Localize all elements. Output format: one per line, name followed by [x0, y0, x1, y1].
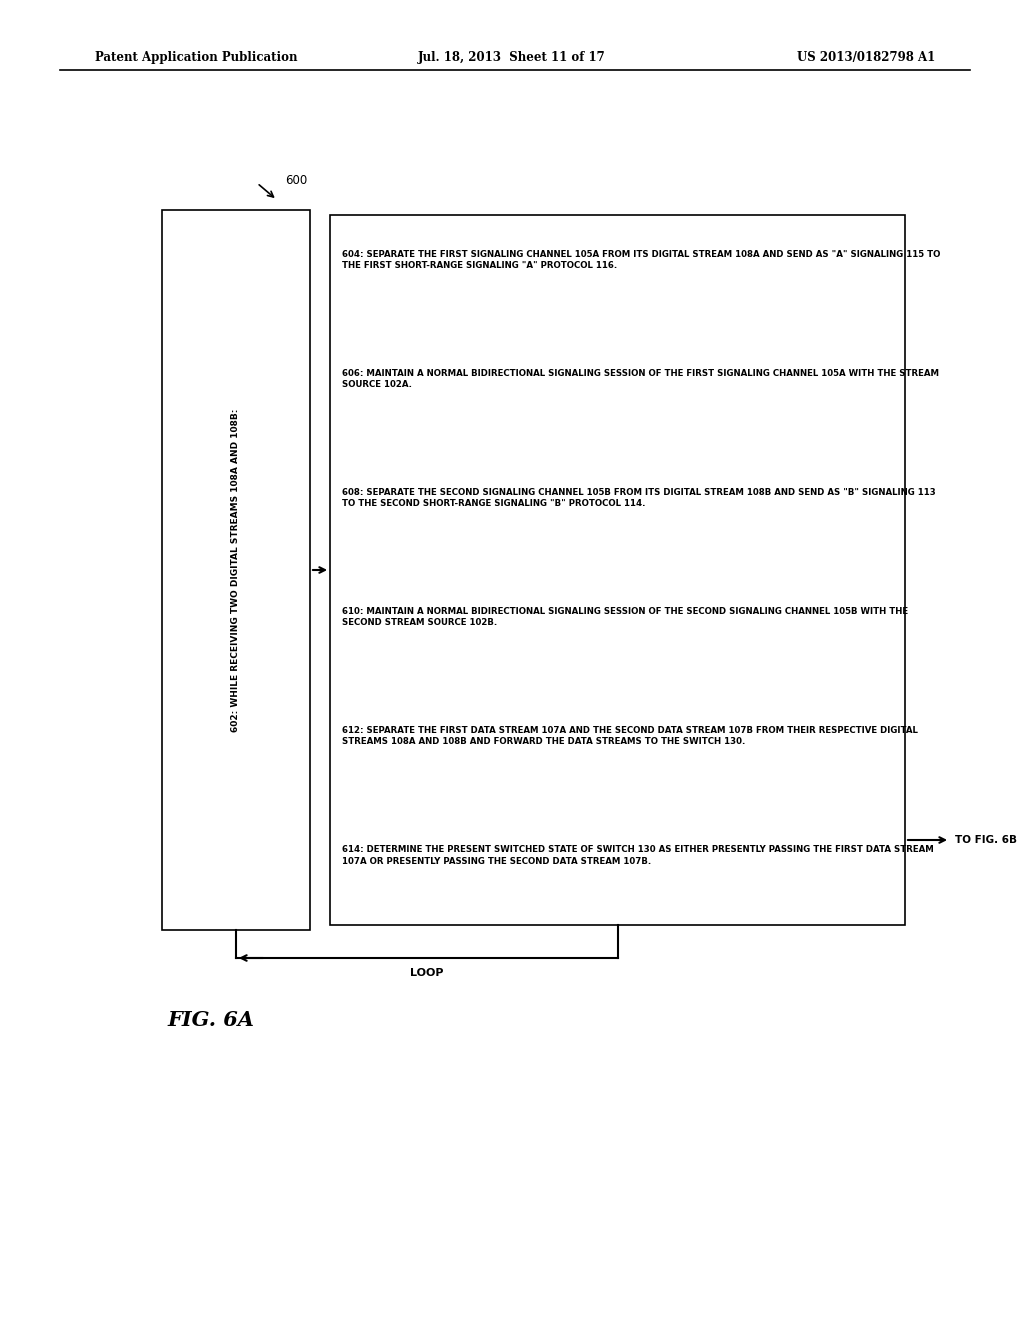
Text: 600: 600	[285, 174, 307, 187]
Text: US 2013/0182798 A1: US 2013/0182798 A1	[797, 50, 935, 63]
Text: FIG. 6A: FIG. 6A	[167, 1010, 254, 1030]
Text: 604: SEPARATE THE FIRST SIGNALING CHANNEL 105A FROM ITS DIGITAL STREAM 108A AND : 604: SEPARATE THE FIRST SIGNALING CHANNE…	[342, 249, 940, 271]
Text: 608: SEPARATE THE SECOND SIGNALING CHANNEL 105B FROM ITS DIGITAL STREAM 108B AND: 608: SEPARATE THE SECOND SIGNALING CHANN…	[342, 488, 936, 508]
Bar	[162, 210, 310, 931]
Text: Jul. 18, 2013  Sheet 11 of 17: Jul. 18, 2013 Sheet 11 of 17	[418, 50, 606, 63]
Text: 610: MAINTAIN A NORMAL BIDIRECTIONAL SIGNALING SESSION OF THE SECOND SIGNALING C: 610: MAINTAIN A NORMAL BIDIRECTIONAL SIG…	[342, 607, 908, 627]
Bar	[330, 215, 905, 925]
Text: TO FIG. 6B: TO FIG. 6B	[955, 836, 1017, 845]
Text: 602: WHILE RECEIVING TWO DIGITAL STREAMS 108A AND 108B:: 602: WHILE RECEIVING TWO DIGITAL STREAMS…	[231, 408, 241, 731]
Text: LOOP: LOOP	[410, 968, 443, 978]
Text: 612: SEPARATE THE FIRST DATA STREAM 107A AND THE SECOND DATA STREAM 107B FROM TH: 612: SEPARATE THE FIRST DATA STREAM 107A…	[342, 726, 918, 747]
Text: 614: DETERMINE THE PRESENT SWITCHED STATE OF SWITCH 130 AS EITHER PRESENTLY PASS: 614: DETERMINE THE PRESENT SWITCHED STAT…	[342, 845, 934, 866]
Text: Patent Application Publication: Patent Application Publication	[95, 50, 298, 63]
Text: 606: MAINTAIN A NORMAL BIDIRECTIONAL SIGNALING SESSION OF THE FIRST SIGNALING CH: 606: MAINTAIN A NORMAL BIDIRECTIONAL SIG…	[342, 370, 939, 389]
